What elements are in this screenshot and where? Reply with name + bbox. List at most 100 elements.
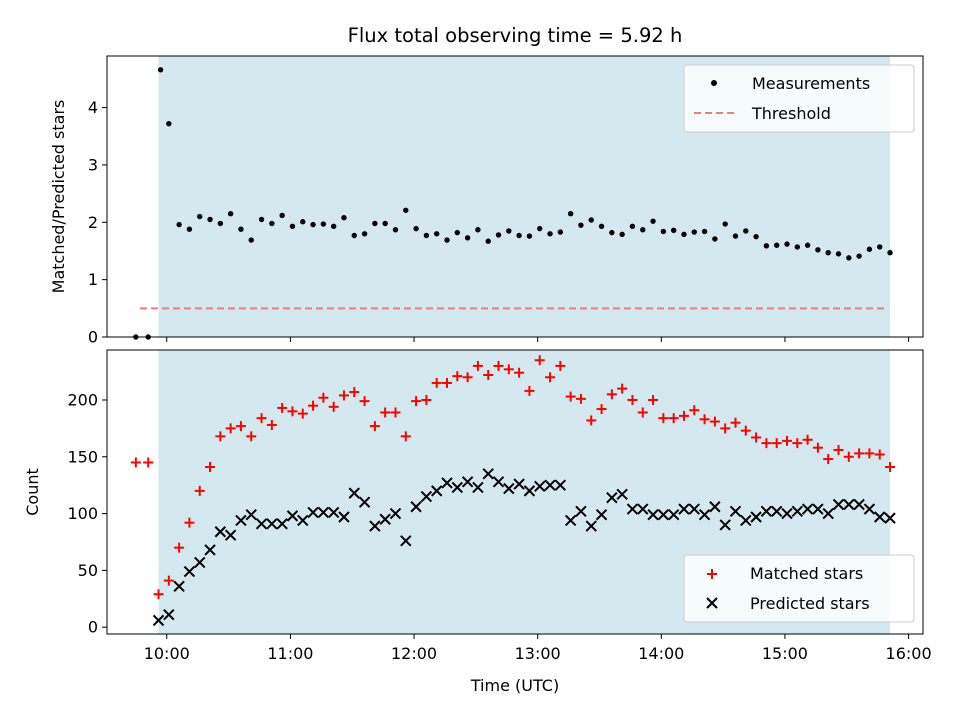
predicted-stars-point [853, 498, 865, 511]
measurement-point [825, 250, 831, 256]
measurement-point [464, 235, 471, 241]
measurement-point [197, 213, 203, 220]
x-tick-label: 16:00 [886, 644, 932, 663]
matched-stars-point [534, 355, 545, 366]
matched-stars-point [864, 448, 875, 459]
predicted-stars-point [760, 505, 773, 518]
matched-stars-point [885, 462, 896, 473]
matched-stars-point [421, 394, 432, 405]
predicted-stars-point [482, 468, 494, 480]
matched-stars-point [720, 423, 731, 434]
matched-stars-point [380, 407, 391, 418]
matched-stars-point [297, 408, 308, 419]
predicted-stars-point [327, 506, 340, 519]
predicted-stars-point [595, 509, 608, 521]
matched-stars-point [359, 396, 370, 407]
predicted-stars-point [812, 503, 824, 515]
matched-stars-point [648, 394, 659, 405]
matched-stars-point [555, 360, 566, 371]
y-tick-label: 2 [88, 213, 98, 232]
measurement-point [475, 227, 481, 233]
matched-stars-point [668, 413, 679, 424]
measurement-point [866, 246, 873, 252]
predicted-stars-point [266, 518, 278, 530]
measurement-point [330, 223, 337, 230]
measurement-point [300, 219, 306, 225]
predicted-stars-point [503, 482, 515, 495]
matched-stars-point [266, 419, 277, 430]
measurement-point [753, 233, 759, 240]
predicted-stars-point [884, 512, 896, 524]
predicted-stars-point [688, 503, 700, 515]
predicted-stars-point [338, 511, 350, 523]
matched-stars-point [400, 431, 411, 442]
matched-stars-point [431, 377, 442, 388]
y-tick-label: 150 [67, 447, 98, 466]
matched-stars-point [761, 438, 772, 449]
predicted-stars-point [667, 509, 680, 521]
measurement-point [382, 220, 388, 227]
predicted-stars-point [286, 510, 299, 522]
matched-stars-point [617, 383, 628, 394]
predicted-stars-point [163, 608, 175, 621]
measurement-point [485, 238, 491, 244]
top-plot-frame [106, 55, 924, 338]
measurement-point [598, 223, 605, 230]
measurement-point [341, 215, 347, 221]
top-y-axis-label: Matched/Predicted stars [49, 100, 68, 294]
predicted-stars-point [750, 511, 762, 523]
measurement-point [640, 227, 646, 233]
matched-stars-point [545, 372, 556, 383]
predicted-stars-point [719, 519, 731, 531]
matched-stars-point [318, 392, 329, 403]
matched-stars-point [854, 448, 865, 459]
measurement-point [578, 222, 584, 228]
measurement-point [454, 229, 461, 236]
predicted-stars-point [245, 509, 257, 521]
predicted-stars-point [152, 614, 165, 627]
measurement-point [433, 231, 440, 237]
matched-stars-point [369, 421, 380, 432]
predicted-stars-point [430, 485, 443, 497]
bottom-legend: Matched stars Predicted stars [683, 554, 915, 623]
bottom-y-axis-label: Count [23, 468, 42, 516]
matched-stars-point [709, 416, 720, 427]
matched-stars-point [503, 364, 514, 375]
y-tick-label: 1 [88, 270, 98, 289]
measurement-point [547, 231, 553, 237]
measurement-point [660, 228, 667, 235]
matched-stars-point [235, 421, 246, 432]
measurement-point [691, 229, 697, 235]
matched-stars-point [575, 393, 586, 404]
measurement-point [701, 228, 708, 235]
predicted-stars-point [255, 518, 268, 530]
matched-stars-point [328, 401, 339, 412]
x-axis-label: Time (UTC) [470, 676, 559, 695]
predicted-stars-point [616, 488, 628, 500]
measurement-point [763, 243, 770, 249]
measurement-point [794, 244, 801, 250]
y-tick-label: 200 [67, 390, 98, 409]
matched-stars-point [843, 451, 854, 462]
measurement-point [681, 231, 687, 238]
predicted-stars-point [317, 506, 330, 519]
measurement-point [887, 250, 893, 256]
predicted-stars-point [420, 490, 433, 503]
legend-matched-stars-label: Matched stars [750, 564, 863, 583]
matched-stars-point [740, 425, 751, 436]
matched-stars-point [256, 413, 267, 424]
bottom-legend-box [683, 554, 915, 623]
matched-stars-point [627, 394, 638, 405]
predicted-stars-point [554, 479, 567, 491]
matched-stars-point [771, 438, 782, 449]
measurement-point [784, 241, 790, 247]
matched-stars-point [163, 575, 174, 586]
measurement-point [722, 221, 728, 227]
matched-stars-point [411, 396, 422, 407]
predicted-stars-point [678, 503, 690, 515]
measurement-point [712, 236, 718, 242]
legend-threshold-label: Threshold [751, 104, 831, 123]
predicted-stars-point [389, 507, 402, 520]
predicted-stars-point [781, 507, 793, 520]
predicted-stars-point [770, 505, 783, 518]
